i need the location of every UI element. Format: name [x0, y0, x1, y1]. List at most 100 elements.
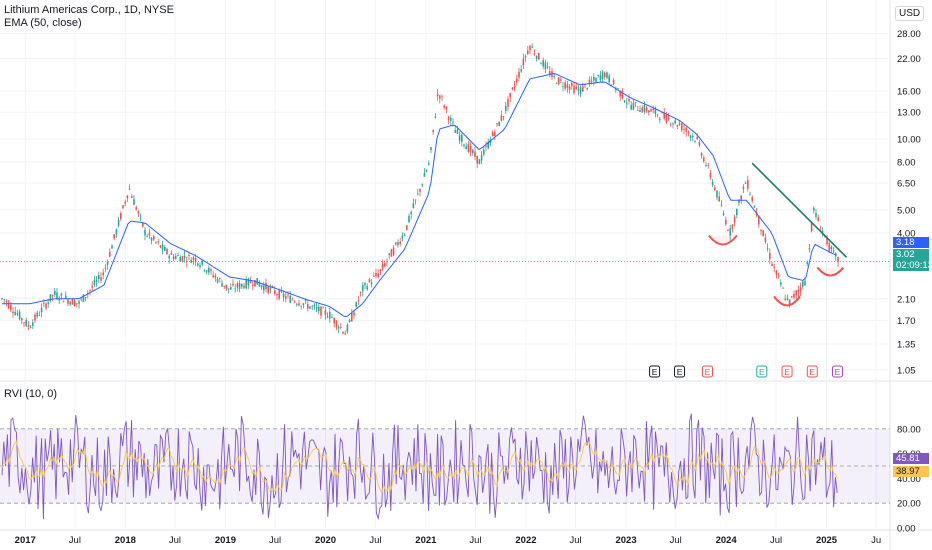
candle-body	[520, 69, 522, 72]
candle-body	[183, 255, 186, 259]
candle-body	[23, 322, 25, 324]
candle-body	[711, 181, 714, 185]
candle-body	[722, 213, 725, 215]
candle-body	[309, 306, 311, 309]
candle-body	[414, 199, 417, 201]
candle-body	[190, 260, 192, 263]
candle-body	[256, 278, 258, 285]
candle-body	[153, 236, 155, 240]
candle-body	[40, 307, 43, 313]
time-tick-label: 2023	[615, 535, 636, 546]
candle-body	[265, 283, 267, 290]
candle-body	[67, 299, 69, 304]
candle-body	[302, 303, 305, 306]
candle-body	[683, 128, 685, 130]
candle-body	[51, 294, 54, 297]
candle-body	[232, 283, 234, 286]
candle-body	[62, 300, 65, 303]
time-tick-label: 2020	[315, 535, 336, 546]
candle-body	[150, 237, 153, 241]
price-tick-label: 1.35	[897, 340, 916, 351]
candle-body	[168, 255, 170, 259]
candle-body	[412, 203, 415, 208]
candle-body	[527, 50, 529, 54]
candle-body	[568, 86, 571, 90]
candle-body	[225, 284, 228, 289]
candle-body	[593, 76, 595, 81]
candle-body	[461, 134, 463, 142]
candle-body	[56, 292, 58, 299]
candle-body	[342, 331, 344, 334]
candle-body	[529, 45, 531, 51]
candle-body	[480, 154, 483, 161]
candle-body	[230, 287, 232, 290]
currency-selector[interactable]: USD	[895, 6, 925, 21]
candle-body	[439, 95, 441, 99]
candle-body	[566, 84, 569, 88]
candle-body	[71, 298, 74, 305]
candle-body	[531, 46, 533, 48]
rvi-tick-label: 0.00	[897, 524, 916, 535]
candle-body	[5, 300, 8, 303]
candle-body	[344, 333, 346, 335]
price-tick-label: 16.00	[897, 86, 921, 97]
time-tick-label: 2025	[816, 535, 838, 546]
time-tick-label: 2024	[716, 535, 738, 546]
chart-title: Lithium Americas Corp., 1D, NYSE	[4, 4, 174, 16]
candle-body	[296, 304, 298, 305]
candle-body	[606, 72, 608, 78]
time-tick-label: Jul	[770, 535, 782, 546]
rvi-legend: RVI (10, 0)	[4, 388, 57, 400]
candle-body	[483, 149, 485, 155]
candle-body	[432, 129, 434, 132]
candle-body	[192, 257, 195, 260]
candle-body	[524, 56, 527, 58]
candle-body	[549, 71, 551, 76]
candle-body	[146, 235, 148, 237]
candle-body	[434, 116, 437, 118]
candle-body	[80, 298, 82, 300]
candle-body	[353, 312, 355, 316]
earnings-marker	[806, 365, 818, 378]
candle-body	[54, 291, 56, 295]
candle-body	[368, 279, 371, 283]
candle-body	[487, 142, 489, 149]
last-price-tag: 3.02 02:09:13	[893, 249, 932, 271]
candle-body	[322, 307, 324, 309]
candle-body	[619, 90, 621, 97]
candle-body	[285, 296, 287, 299]
candle-body	[485, 145, 487, 147]
candle-body	[249, 280, 252, 284]
candle-body	[12, 311, 14, 314]
earnings-marker-label: E	[759, 367, 765, 377]
candle-body	[590, 81, 593, 82]
candle-body	[287, 294, 289, 296]
candle-body	[177, 255, 179, 256]
candle-body	[227, 288, 230, 290]
candle-body	[298, 303, 300, 306]
candle-body	[245, 279, 247, 289]
candle-body	[450, 117, 452, 121]
candle-body	[764, 237, 767, 243]
candle-body	[82, 294, 85, 302]
candle-body	[7, 302, 10, 308]
candle-body	[208, 267, 210, 273]
candle-body	[670, 124, 672, 126]
candle-body	[692, 135, 694, 138]
candle-body	[749, 194, 751, 196]
candle-body	[381, 263, 384, 269]
candle-body	[650, 109, 652, 112]
candle-body	[122, 205, 124, 209]
time-tick-label: Jul	[269, 535, 281, 546]
candle-body	[821, 230, 824, 233]
candle-body	[139, 215, 142, 217]
candle-body	[38, 315, 41, 316]
candle-body	[518, 71, 520, 78]
candle-body	[689, 135, 692, 138]
candle-body	[507, 98, 509, 107]
candle-body	[340, 327, 342, 328]
candle-body	[379, 269, 382, 271]
candle-body	[634, 102, 637, 104]
candle-body	[652, 108, 654, 111]
